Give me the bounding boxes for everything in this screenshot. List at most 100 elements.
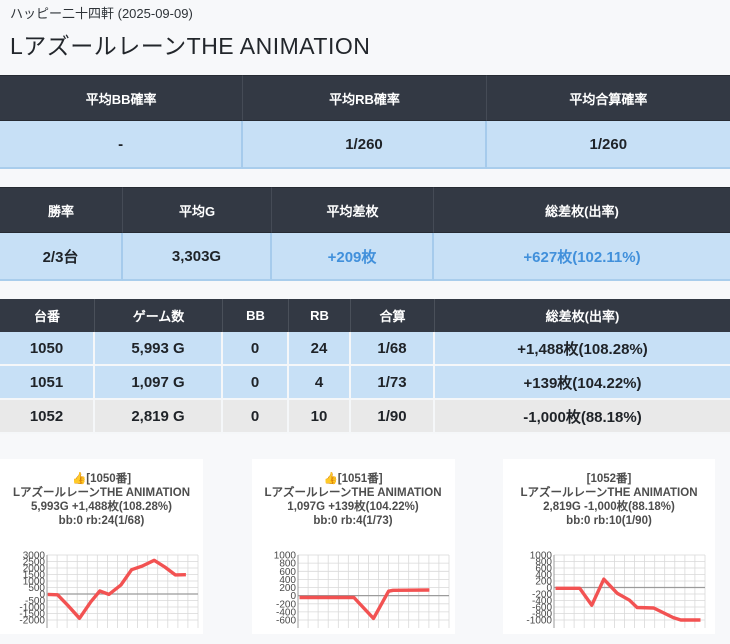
svg-text:-200: -200: [532, 590, 552, 601]
slump-graph-1050: 300025002000150010005000-500-1000-1500-2…: [19, 551, 198, 628]
chart-result-line: 2,819G -1,000枚(88.18%): [543, 501, 675, 513]
chart-bonus-line: bb:0 rb:24(1/68): [58, 515, 145, 527]
avg-diff-value: +209枚: [272, 233, 434, 281]
combined-rate: 1/73: [351, 366, 435, 400]
svg-text:-600: -600: [276, 616, 296, 627]
total-diff: +1,488枚(108.28%): [435, 332, 730, 366]
game-count: 5,993 G: [95, 332, 223, 366]
chart-bonus-line: bb:0 rb:4(1/73): [313, 515, 393, 527]
combined-rate: 1/68: [351, 332, 435, 366]
chart-machine-no: 👍[1050番]: [71, 473, 132, 485]
bb-count: 0: [223, 400, 289, 434]
result-summary-table: 勝率 平均G 平均差枚 総差枚(出率) 2/3台 3,303G +209枚 +6…: [0, 187, 730, 281]
svg-text:1000: 1000: [530, 551, 553, 562]
svg-text:1000: 1000: [22, 577, 45, 588]
table-data-row: 2/3台 3,303G +209枚 +627枚(102.11%): [0, 233, 730, 281]
machine-list-table: 台番 ゲーム数 BB RB 合算 総差枚(出率) 1050 5,993 G 0 …: [0, 299, 730, 434]
column-header-total-diff: 総差枚(出率): [434, 187, 730, 233]
slump-graphs-row: 👍[1050番] LアズールレーンTHE ANIMATION 5,993G +1…: [0, 459, 730, 634]
svg-text:800: 800: [535, 557, 552, 568]
svg-text:3000: 3000: [22, 551, 45, 562]
svg-text:-1000: -1000: [526, 616, 552, 627]
page-title: LアズールレーンTHE ANIMATION: [10, 33, 371, 59]
column-header-avg-diff: 平均差枚: [272, 187, 434, 233]
table-header-row: 勝率 平均G 平均差枚 総差枚(出率): [0, 187, 730, 233]
slump-graph-card-1050[interactable]: 👍[1050番] LアズールレーンTHE ANIMATION 5,993G +1…: [0, 459, 203, 634]
win-rate-value: 2/3台: [0, 233, 123, 281]
svg-text:500: 500: [28, 583, 45, 594]
chart-title-block: 👍[1051番] LアズールレーンTHE ANIMATION 1,097G +1…: [252, 472, 455, 528]
column-header-rb: RB: [289, 299, 351, 332]
column-header-machine-no: 台番: [0, 299, 95, 332]
game-count: 1,097 G: [95, 366, 223, 400]
svg-text:-600: -600: [532, 603, 552, 614]
svg-text:-2000: -2000: [19, 616, 45, 627]
chart-title-block: 👍[1050番] LアズールレーンTHE ANIMATION 5,993G +1…: [0, 472, 203, 528]
chart-bonus-line: bb:0 rb:10(1/90): [566, 515, 652, 527]
svg-text:600: 600: [535, 564, 552, 575]
total-diff-value: +627枚(102.11%): [434, 233, 730, 281]
chart-result-line: 1,097G +139枚(104.22%): [287, 501, 419, 513]
probability-summary-table: 平均BB確率 平均RB確率 平均合算確率 - 1/260 1/260: [0, 75, 730, 169]
svg-text:-500: -500: [24, 596, 44, 607]
table-data-row: - 1/260 1/260: [0, 121, 730, 169]
svg-text:-1000: -1000: [19, 603, 45, 614]
machine-no: 1052: [0, 400, 95, 434]
svg-text:-400: -400: [276, 607, 296, 618]
svg-text:1000: 1000: [274, 551, 297, 562]
svg-text:800: 800: [279, 559, 296, 570]
column-header-combined: 合算: [351, 299, 435, 332]
machine-row-1051: 1051 1,097 G 0 4 1/73 +139枚(104.22%): [0, 366, 730, 400]
table-header-row: 台番 ゲーム数 BB RB 合算 総差枚(出率): [0, 299, 730, 332]
slump-graph-card-1052[interactable]: [1052番] LアズールレーンTHE ANIMATION 2,819G -1,…: [503, 459, 715, 634]
column-header-total-diff: 総差枚(出率): [435, 299, 730, 332]
bb-rate-value: -: [0, 121, 244, 169]
slump-graph-card-1051[interactable]: 👍[1051番] LアズールレーンTHE ANIMATION 1,097G +1…: [251, 459, 455, 634]
column-header-bb: BB: [223, 299, 289, 332]
svg-text:-400: -400: [532, 596, 552, 607]
total-diff: -1,000枚(88.18%): [435, 400, 730, 434]
machine-no: 1050: [0, 332, 95, 366]
rb-count: 4: [289, 366, 351, 400]
machine-row-1052: 1052 2,819 G 0 10 1/90 -1,000枚(88.18%): [0, 400, 730, 434]
game-count: 2,819 G: [95, 400, 223, 434]
combined-rate: 1/90: [351, 400, 435, 434]
chart-machine-name: LアズールレーンTHE ANIMATION: [12, 487, 191, 499]
svg-text:1500: 1500: [22, 570, 45, 581]
avg-games-value: 3,303G: [123, 233, 272, 281]
machine-no: 1051: [0, 366, 95, 400]
rb-count: 24: [289, 332, 351, 366]
svg-text:0: 0: [39, 590, 45, 601]
column-header-rb-rate: 平均RB確率: [243, 75, 487, 121]
svg-text:-1500: -1500: [19, 609, 45, 620]
svg-text:2000: 2000: [22, 564, 45, 575]
svg-text:-200: -200: [276, 599, 296, 610]
rb-rate-value: 1/260: [243, 121, 487, 169]
chart-title-block: [1052番] LアズールレーンTHE ANIMATION 2,819G -1,…: [503, 472, 715, 528]
bb-count: 0: [223, 332, 289, 366]
svg-text:400: 400: [279, 575, 296, 586]
svg-text:0: 0: [546, 583, 552, 594]
svg-text:0: 0: [290, 591, 296, 602]
svg-text:2500: 2500: [22, 557, 45, 568]
svg-text:200: 200: [279, 583, 296, 594]
machine-row-1050: 1050 5,993 G 0 24 1/68 +1,488枚(108.28%): [0, 332, 730, 366]
column-header-total-rate: 平均合算確率: [486, 75, 730, 121]
column-header-win-rate: 勝率: [0, 187, 123, 233]
svg-text:-800: -800: [532, 609, 552, 620]
chart-machine-name: LアズールレーンTHE ANIMATION: [520, 487, 698, 499]
breadcrumb[interactable]: ハッピー二十四軒 (2025-09-09): [10, 6, 193, 21]
chart-machine-name: LアズールレーンTHE ANIMATION: [264, 487, 442, 499]
chart-result-line: 5,993G +1,488枚(108.28%): [31, 501, 172, 513]
column-header-bb-rate: 平均BB確率: [0, 75, 244, 121]
svg-text:200: 200: [535, 577, 552, 588]
column-header-avg-games: 平均G: [123, 187, 272, 233]
svg-text:600: 600: [279, 567, 296, 578]
column-header-game-count: ゲーム数: [95, 299, 223, 332]
svg-text:400: 400: [535, 570, 552, 581]
rb-count: 10: [289, 400, 351, 434]
total-rate-value: 1/260: [486, 121, 730, 169]
